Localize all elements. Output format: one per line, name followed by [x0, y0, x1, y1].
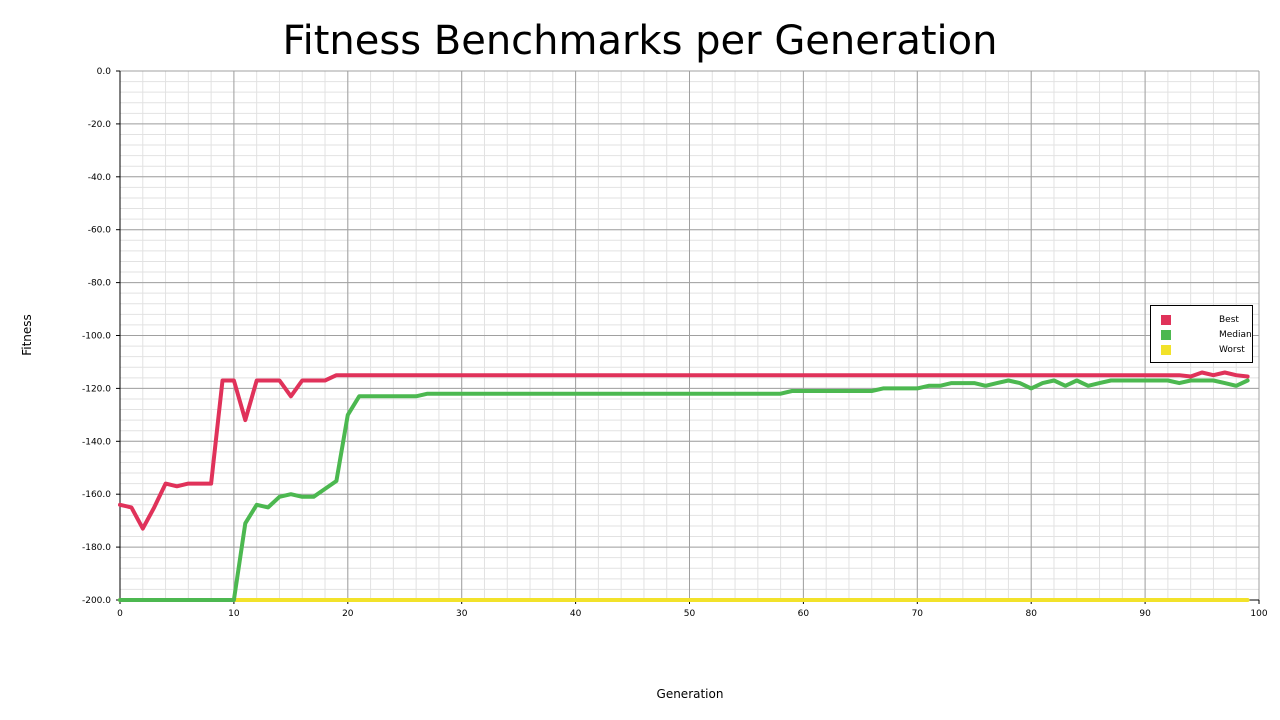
legend-label-median: Median [1219, 330, 1252, 340]
y-tick-label: -160.0 [82, 490, 111, 500]
x-tick-label: 50 [684, 609, 696, 619]
y-tick-label: 0.0 [97, 67, 112, 77]
legend-label-best: Best [1219, 315, 1239, 325]
x-axis-ticks: 0 10 20 30 40 50 60 70 80 90 100 [117, 600, 1268, 619]
x-tick-label: 0 [117, 609, 123, 619]
y-axis-label: Fitness [20, 314, 34, 356]
x-tick-label: 10 [228, 609, 240, 619]
x-axis-label: Generation [656, 687, 724, 701]
y-tick-label: -80.0 [88, 279, 112, 289]
chart-title: Fitness Benchmarks per Generation [282, 18, 998, 64]
major-grid [119, 70, 1260, 601]
y-tick-label: -40.0 [88, 173, 112, 183]
y-axis-ticks: 0.0 -20.0 -40.0 -60.0 -80.0 -100.0 -120.0 -140.… [82, 67, 120, 606]
series-line-best [118, 370, 1250, 531]
y-tick-label: -100.0 [82, 332, 111, 342]
y-tick-label: -140.0 [82, 437, 111, 447]
legend: Best Median Worst [1150, 305, 1253, 363]
y-tick-label: -200.0 [82, 596, 111, 606]
legend-item-median: Median [1159, 328, 1254, 342]
legend-label-worst: Worst [1219, 345, 1245, 355]
legend-swatch-worst [1161, 345, 1171, 355]
legend-item-best: Best [1159, 313, 1254, 327]
legend-swatch-best [1161, 315, 1171, 325]
x-tick-label: 70 [912, 609, 924, 619]
x-tick-label: 100 [1250, 609, 1267, 619]
legend-swatch-median [1161, 330, 1171, 340]
y-tick-label: -60.0 [88, 226, 112, 236]
legend-item-worst: Worst [1159, 343, 1254, 357]
series-line-median [118, 378, 1250, 602]
y-tick-label: -180.0 [82, 543, 111, 553]
x-tick-label: 90 [1139, 609, 1151, 619]
x-tick-label: 60 [798, 609, 810, 619]
series-lines [118, 370, 1250, 602]
y-tick-label: -120.0 [82, 384, 111, 394]
y-tick-label: -20.0 [88, 120, 112, 130]
x-tick-label: 20 [342, 609, 354, 619]
x-tick-label: 30 [456, 609, 468, 619]
x-tick-label: 40 [570, 609, 582, 619]
x-tick-label: 80 [1025, 609, 1037, 619]
